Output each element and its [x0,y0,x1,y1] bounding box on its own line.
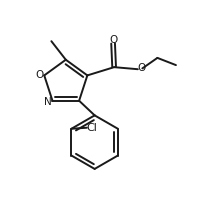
Text: N: N [45,97,52,107]
Text: O: O [36,70,44,80]
Text: Cl: Cl [87,123,98,133]
Text: O: O [109,35,118,45]
Text: O: O [137,63,146,73]
